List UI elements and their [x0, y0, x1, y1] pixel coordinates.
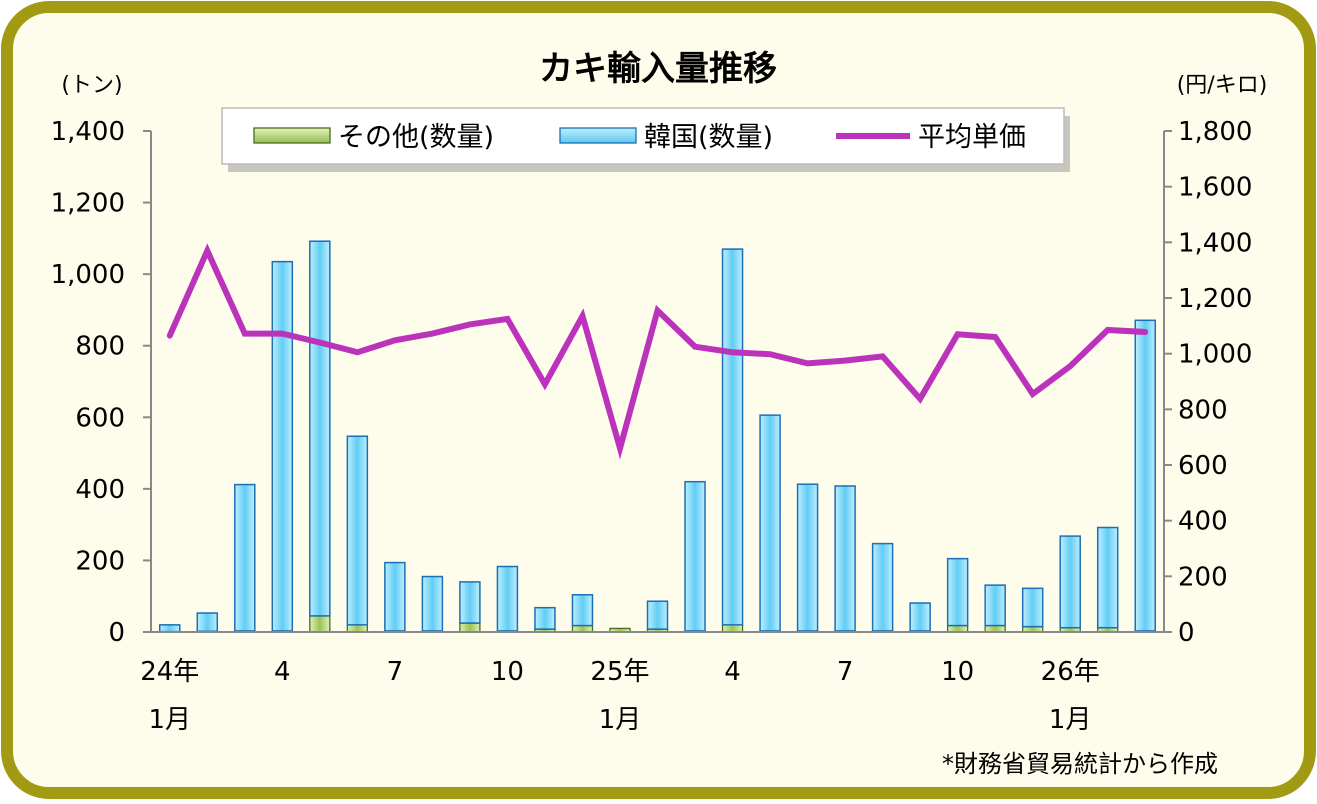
right-tick-label: 1,400 [1178, 228, 1252, 258]
bar-korea [1135, 320, 1155, 631]
bar-korea [873, 544, 893, 631]
bar-korea [235, 485, 255, 631]
legend-label-price: 平均単価 [918, 122, 1026, 153]
bar-korea [685, 482, 705, 631]
bar-korea [160, 625, 180, 632]
bar-other [460, 623, 480, 632]
right-tick-label: 1,200 [1178, 284, 1252, 314]
bar-korea [948, 559, 968, 626]
left-tick-label: 600 [75, 403, 125, 433]
legend-label-other: その他(数量) [338, 122, 494, 153]
left-tick-label: 800 [75, 332, 125, 362]
x-tick-label: 10 [941, 657, 974, 687]
left-tick-label: 200 [75, 546, 125, 576]
bar-korea [497, 567, 517, 631]
left-tick-label: 1,000 [51, 260, 125, 290]
x-tick-label: 7 [387, 657, 404, 687]
x-tick-label: 4 [724, 657, 741, 687]
bar-korea [272, 262, 292, 631]
right-axis-unit: (円/キロ) [1177, 73, 1268, 98]
right-tick-label: 800 [1178, 395, 1228, 425]
bar-korea [1023, 588, 1043, 626]
right-tick-label: 200 [1178, 562, 1228, 592]
right-tick-label: 0 [1178, 618, 1195, 648]
x-tick-label-month: 1月 [1049, 705, 1092, 735]
bar-korea [798, 484, 818, 631]
bar-korea [985, 585, 1005, 625]
right-tick-label: 400 [1178, 507, 1228, 537]
x-tick-label: 24年 [140, 657, 199, 687]
bar-korea [1098, 528, 1118, 628]
left-tick-label: 1,400 [51, 117, 125, 147]
bar-korea [723, 249, 743, 625]
right-tick-label: 1,800 [1178, 117, 1252, 147]
left-tick-label: 0 [108, 618, 125, 648]
x-tick-label: 7 [837, 657, 854, 687]
bar-other [347, 625, 367, 632]
bar-korea [460, 582, 480, 623]
x-tick-label: 25年 [590, 657, 649, 687]
chart-title: カキ輸入量推移 [539, 49, 777, 89]
bar-korea [535, 608, 555, 629]
bar-korea [760, 415, 780, 631]
bar-korea [385, 563, 405, 631]
right-tick-label: 1,600 [1178, 173, 1252, 203]
x-tick-label: 10 [491, 657, 524, 687]
right-tick-label: 1,000 [1178, 340, 1252, 370]
left-tick-label: 400 [75, 475, 125, 505]
bar-korea [422, 577, 442, 631]
bar-korea [310, 241, 330, 616]
legend-label-korea: 韓国(数量) [644, 122, 773, 153]
bar-korea [572, 595, 592, 626]
x-tick-label: 26年 [1041, 657, 1100, 687]
bar-korea [1060, 536, 1080, 628]
right-tick-label: 600 [1178, 451, 1228, 481]
bar-korea [648, 601, 668, 629]
x-tick-label-month: 1月 [148, 705, 191, 735]
bar-other [310, 616, 330, 632]
legend-swatch-other [254, 128, 330, 143]
source-note: *財務省貿易統計から作成 [942, 750, 1218, 778]
left-axis-unit: (トン) [61, 73, 122, 98]
left-tick-label: 1,200 [51, 189, 125, 219]
bar-korea [835, 486, 855, 631]
bar-korea [347, 436, 367, 625]
x-tick-label: 4 [274, 657, 291, 687]
x-tick-label-month: 1月 [599, 705, 642, 735]
legend-swatch-korea [560, 128, 636, 143]
bar-other [723, 625, 743, 632]
bar-korea [197, 613, 217, 631]
bar-korea [910, 603, 930, 631]
